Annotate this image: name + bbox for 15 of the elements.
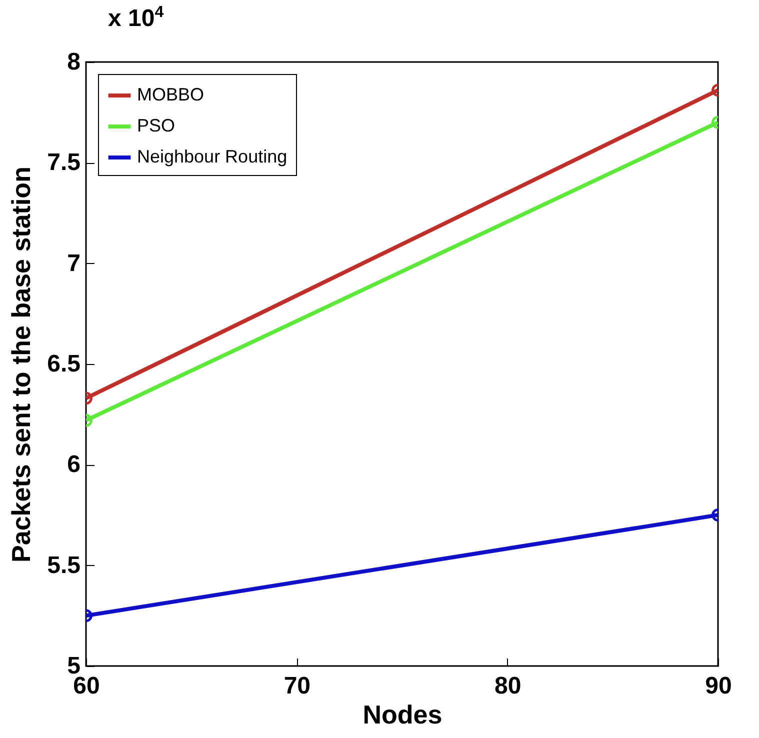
text: x 10$^{4}$ (108, 4, 164, 33)
y-tick-label: 5.5 (47, 552, 80, 579)
x-tick-label: 70 (284, 672, 311, 700)
y-tick-label: 8 (67, 48, 80, 76)
x-tick-label: 80 (494, 672, 522, 700)
y-tick-label: 6 (67, 451, 80, 478)
y-axis-title: Packets sent to the base station (6, 166, 36, 562)
legend-label: MOBBO (137, 84, 204, 104)
y-tick-label: 6.5 (47, 350, 80, 378)
legend-label: PSO (137, 116, 176, 136)
legend-label: Neighbour Routing (137, 146, 288, 166)
y-tick-label: 7.5 (47, 149, 80, 176)
x-tick-label: 90 (705, 672, 732, 700)
y-tick-label: 7 (67, 250, 80, 277)
x-axis-title: Nodes (362, 700, 442, 730)
